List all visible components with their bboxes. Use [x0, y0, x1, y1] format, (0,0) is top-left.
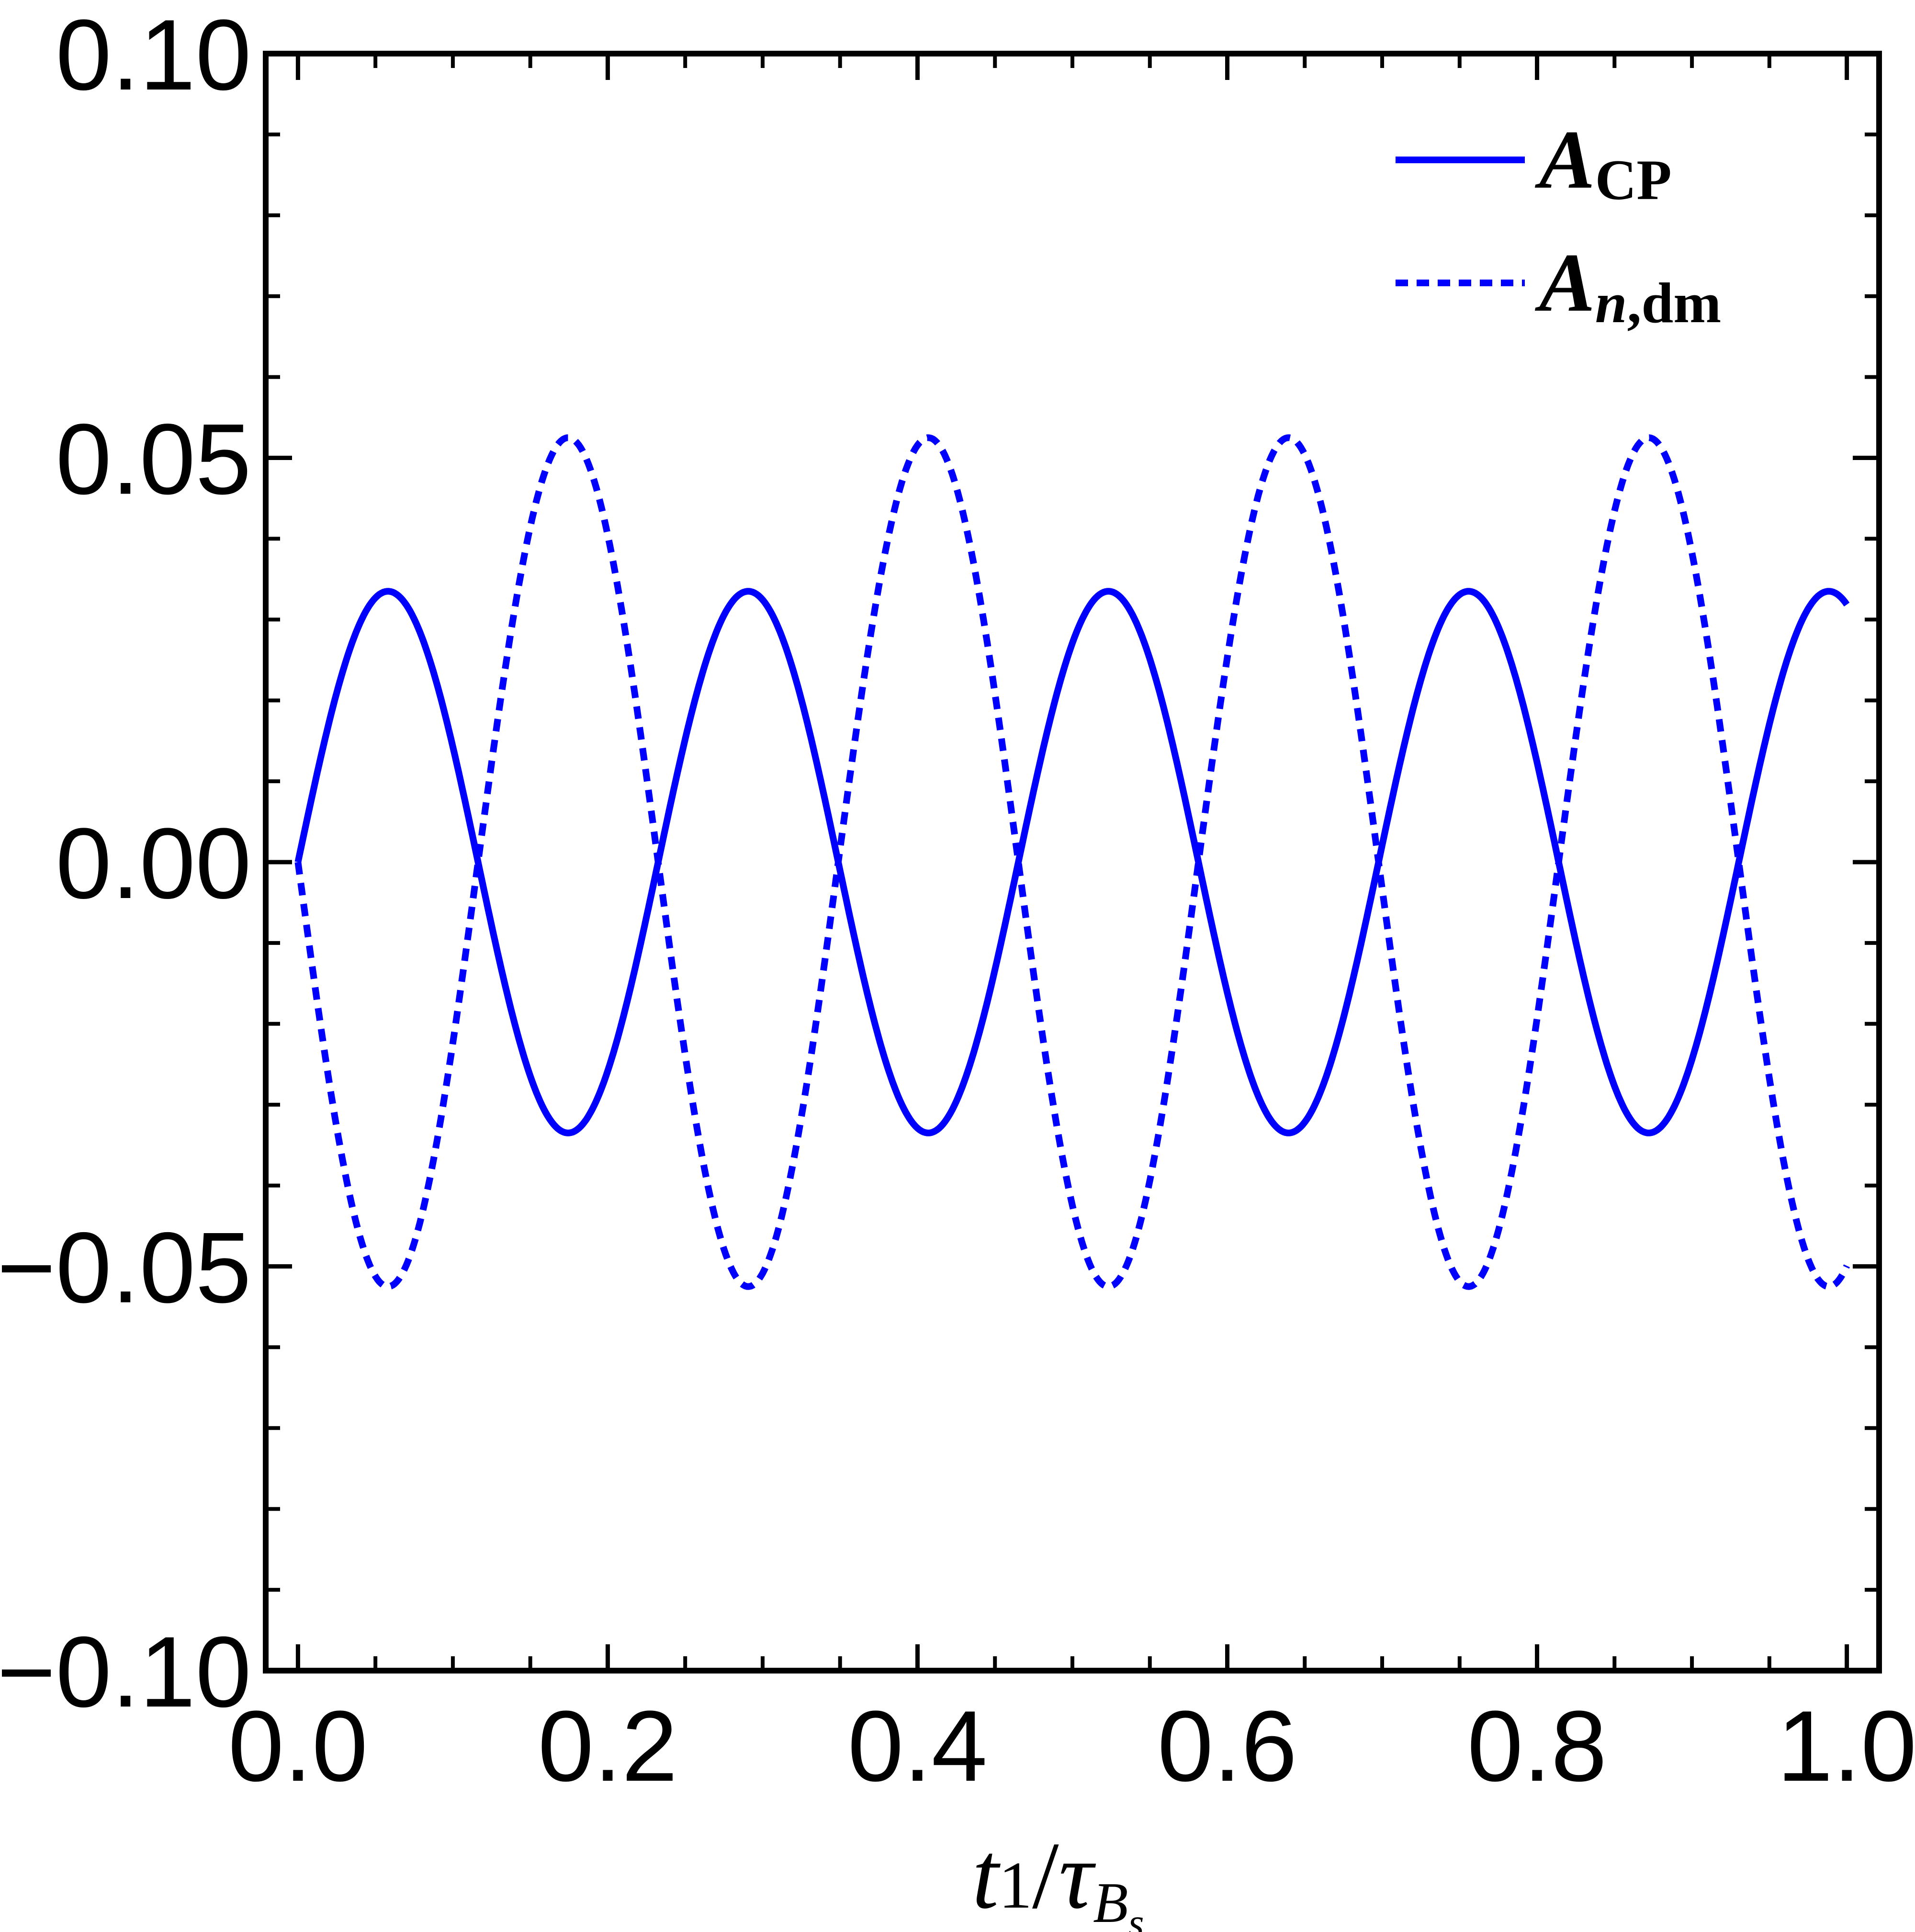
legend-label-acp: ACP: [1534, 113, 1672, 212]
legend-andm-main: A: [1534, 236, 1595, 329]
x-axis-title: t1/τBs: [972, 1823, 1144, 1932]
x-title-t: t: [972, 1823, 1001, 1929]
legend-acp-sub: CP: [1595, 148, 1672, 212]
y-tick-label: −0.05: [0, 1212, 251, 1324]
legend: ACP An,dm: [1396, 113, 1721, 335]
x-tick-label: 0.4: [848, 1690, 988, 1802]
legend-label-andm: An,dm: [1534, 236, 1721, 335]
x-tick-label: 1.0: [1777, 1690, 1915, 1802]
y-tick-label: 0.05: [56, 403, 251, 516]
plot-frame: [263, 51, 1882, 1674]
series-line-acp: [294, 588, 1850, 1136]
legend-acp-main: A: [1534, 113, 1595, 206]
y-tick-label: 0.00: [56, 807, 251, 920]
y-tick-label: 0.10: [56, 0, 251, 111]
x-tick-label: 0.6: [1158, 1690, 1297, 1802]
y-tick-labels: −0.10 −0.05 0.00 0.05 0.10: [0, 0, 251, 1728]
x-title-slash: /: [1032, 1823, 1059, 1929]
series-layer: [294, 434, 1850, 1290]
x-tick-label: 0.8: [1467, 1690, 1607, 1802]
x-tick-label: 0.0: [228, 1690, 368, 1802]
x-title-tau-subsub: s: [1128, 1900, 1144, 1932]
y-tick-label: −0.10: [0, 1616, 251, 1728]
series-line-andm: [294, 434, 1850, 1290]
x-tick-label: 0.2: [538, 1690, 677, 1802]
x-title-tau: τ: [1059, 1823, 1096, 1929]
legend-andm-sub: ,dm: [1627, 271, 1721, 335]
legend-andm-sub-italic: n: [1595, 271, 1627, 335]
x-title-tau-sub: B: [1093, 1871, 1128, 1932]
x-tick-labels: 0.0 0.2 0.4 0.6 0.8 1.0: [228, 1690, 1915, 1802]
x-title-t-sub: 1: [999, 1848, 1032, 1922]
